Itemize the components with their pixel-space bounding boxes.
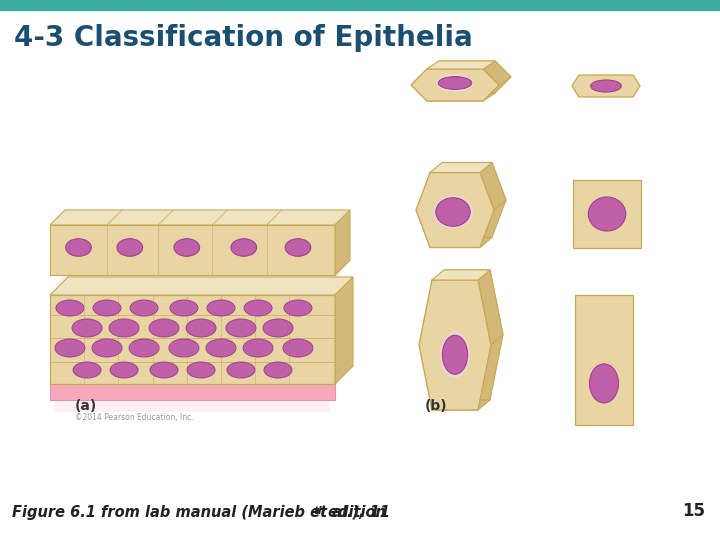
Ellipse shape	[187, 362, 215, 378]
Bar	[0, 0, 720, 10]
Polygon shape	[480, 163, 506, 210]
Ellipse shape	[227, 362, 255, 378]
Ellipse shape	[590, 364, 618, 403]
Polygon shape	[50, 260, 350, 275]
Ellipse shape	[588, 197, 626, 231]
Ellipse shape	[130, 300, 158, 316]
Polygon shape	[431, 270, 503, 400]
Ellipse shape	[56, 300, 84, 316]
Polygon shape	[419, 280, 491, 410]
Text: (b): (b)	[425, 399, 448, 413]
Ellipse shape	[73, 362, 101, 378]
Polygon shape	[411, 69, 499, 101]
Ellipse shape	[110, 362, 138, 378]
Ellipse shape	[284, 300, 312, 316]
Polygon shape	[432, 400, 490, 410]
Ellipse shape	[231, 239, 256, 256]
Polygon shape	[478, 270, 503, 345]
Polygon shape	[335, 277, 353, 384]
Ellipse shape	[243, 339, 273, 357]
Ellipse shape	[285, 239, 311, 256]
Polygon shape	[427, 61, 495, 69]
Ellipse shape	[186, 319, 216, 337]
Ellipse shape	[72, 319, 102, 337]
Ellipse shape	[92, 339, 122, 357]
Ellipse shape	[117, 239, 143, 256]
Polygon shape	[50, 225, 335, 275]
Ellipse shape	[174, 239, 199, 256]
Ellipse shape	[433, 195, 473, 229]
Polygon shape	[483, 61, 511, 85]
Ellipse shape	[55, 339, 85, 357]
Polygon shape	[423, 61, 511, 93]
Ellipse shape	[149, 319, 179, 337]
Polygon shape	[416, 172, 494, 247]
Ellipse shape	[436, 198, 470, 226]
Ellipse shape	[170, 300, 198, 316]
Polygon shape	[50, 295, 335, 384]
Ellipse shape	[150, 362, 178, 378]
Polygon shape	[430, 163, 492, 172]
Polygon shape	[335, 210, 350, 275]
Polygon shape	[55, 268, 345, 285]
Ellipse shape	[129, 339, 159, 357]
Text: 4-3 Classification of Epithelia: 4-3 Classification of Epithelia	[14, 24, 473, 52]
Ellipse shape	[109, 319, 139, 337]
Text: edition: edition	[323, 505, 386, 520]
Text: 15: 15	[682, 502, 705, 520]
Ellipse shape	[244, 300, 272, 316]
Text: Figure 6.1 from lab manual (Marieb et al.), 11: Figure 6.1 from lab manual (Marieb et al…	[12, 505, 390, 520]
Polygon shape	[430, 238, 492, 247]
Ellipse shape	[169, 339, 199, 357]
Polygon shape	[428, 163, 506, 238]
Polygon shape	[50, 210, 350, 225]
Bar	[575, 295, 633, 425]
Polygon shape	[572, 75, 640, 97]
Ellipse shape	[440, 332, 470, 378]
Polygon shape	[55, 396, 330, 412]
Text: ©2014 Pearson Education, Inc.: ©2014 Pearson Education, Inc.	[75, 413, 194, 422]
Ellipse shape	[207, 300, 235, 316]
Polygon shape	[50, 382, 335, 400]
Ellipse shape	[436, 74, 474, 92]
Bar	[573, 180, 641, 248]
Polygon shape	[432, 270, 490, 280]
Polygon shape	[50, 277, 353, 295]
Text: (a): (a)	[75, 399, 97, 413]
Ellipse shape	[66, 239, 91, 256]
Ellipse shape	[590, 80, 621, 92]
Ellipse shape	[442, 335, 467, 374]
Ellipse shape	[283, 339, 313, 357]
Text: th: th	[314, 506, 326, 516]
Ellipse shape	[264, 362, 292, 378]
Ellipse shape	[226, 319, 256, 337]
Ellipse shape	[93, 300, 121, 316]
Ellipse shape	[438, 77, 472, 90]
Polygon shape	[427, 93, 495, 101]
Ellipse shape	[263, 319, 293, 337]
Ellipse shape	[206, 339, 236, 357]
